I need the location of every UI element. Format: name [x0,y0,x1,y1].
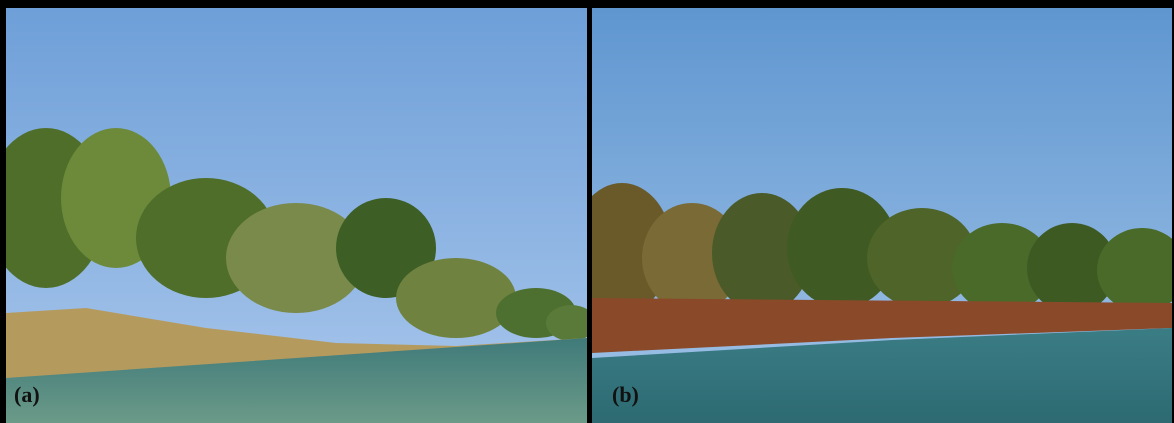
panel-label: (b) [612,382,639,407]
figure: (a) (b) [0,0,1174,423]
photo-a: (a) [0,8,596,423]
photo-b: (b) [572,8,1174,423]
panel-label: (a) [14,382,40,407]
